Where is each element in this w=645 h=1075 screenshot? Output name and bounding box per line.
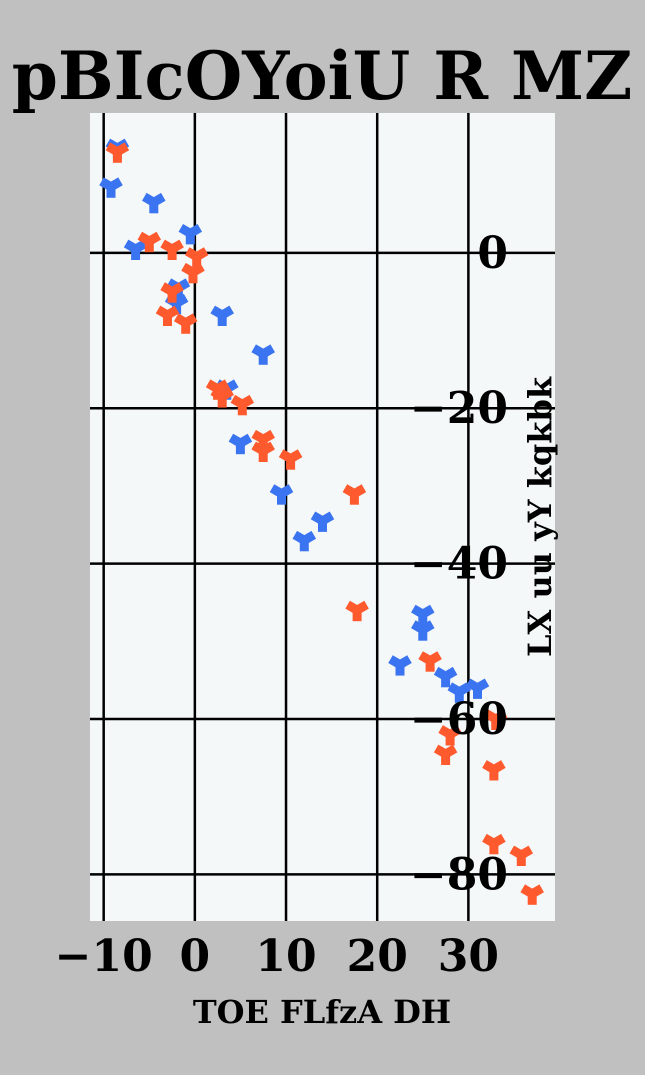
data-point [418,651,442,672]
data-point [160,282,184,303]
data-point [228,433,253,455]
y-axis-label: LX uu yY kqkbk [521,376,559,657]
data-point [292,530,317,552]
data-point [483,709,508,730]
data-point [230,394,255,416]
x-tick-label: 0 [180,931,211,982]
data-point [99,177,123,198]
y-tick-labels: 0 −20 −40 −60 −80 [410,228,508,901]
y-tick-label: −80 [410,849,508,900]
data-point [388,655,412,676]
data-point [433,744,458,765]
data-point [210,387,234,408]
data-point [142,192,166,214]
data-point [411,604,435,626]
y-tick-label: −40 [410,539,508,590]
data-point [178,224,203,245]
x-tick-label: 30 [438,931,499,982]
data-point [433,666,458,688]
data-point [105,142,130,163]
data-point [438,725,462,746]
data-point [482,760,506,781]
data-point [345,600,369,622]
x-tick-label: 10 [255,931,316,982]
data-point [155,305,180,326]
data-point [310,511,335,532]
x-tick-labels: −10 0 10 20 30 [55,931,499,982]
data-markers [99,138,544,905]
chart-title: pBIcOYoiU R MZ [12,37,633,115]
data-point [342,484,367,505]
data-point [482,833,506,855]
data-point [210,305,234,326]
data-point [411,620,435,641]
data-point [137,231,162,253]
data-point [269,484,294,505]
y-tick-label: −60 [410,694,508,745]
data-point [520,884,544,905]
x-tick-label: −10 [55,931,153,982]
data-point [123,239,148,260]
x-axis-label: TOE FLfzA DH [193,993,451,1031]
data-point [181,262,205,284]
y-tick-label: −20 [410,383,508,434]
y-tick-label: 0 [477,228,508,279]
data-point [465,678,490,699]
data-point [160,239,184,260]
data-point [251,441,275,462]
grid [90,113,555,921]
data-point [509,845,534,866]
data-point [173,313,198,334]
data-point [278,449,303,470]
data-point [447,682,472,703]
x-tick-label: 20 [347,931,408,982]
data-point [251,344,275,365]
